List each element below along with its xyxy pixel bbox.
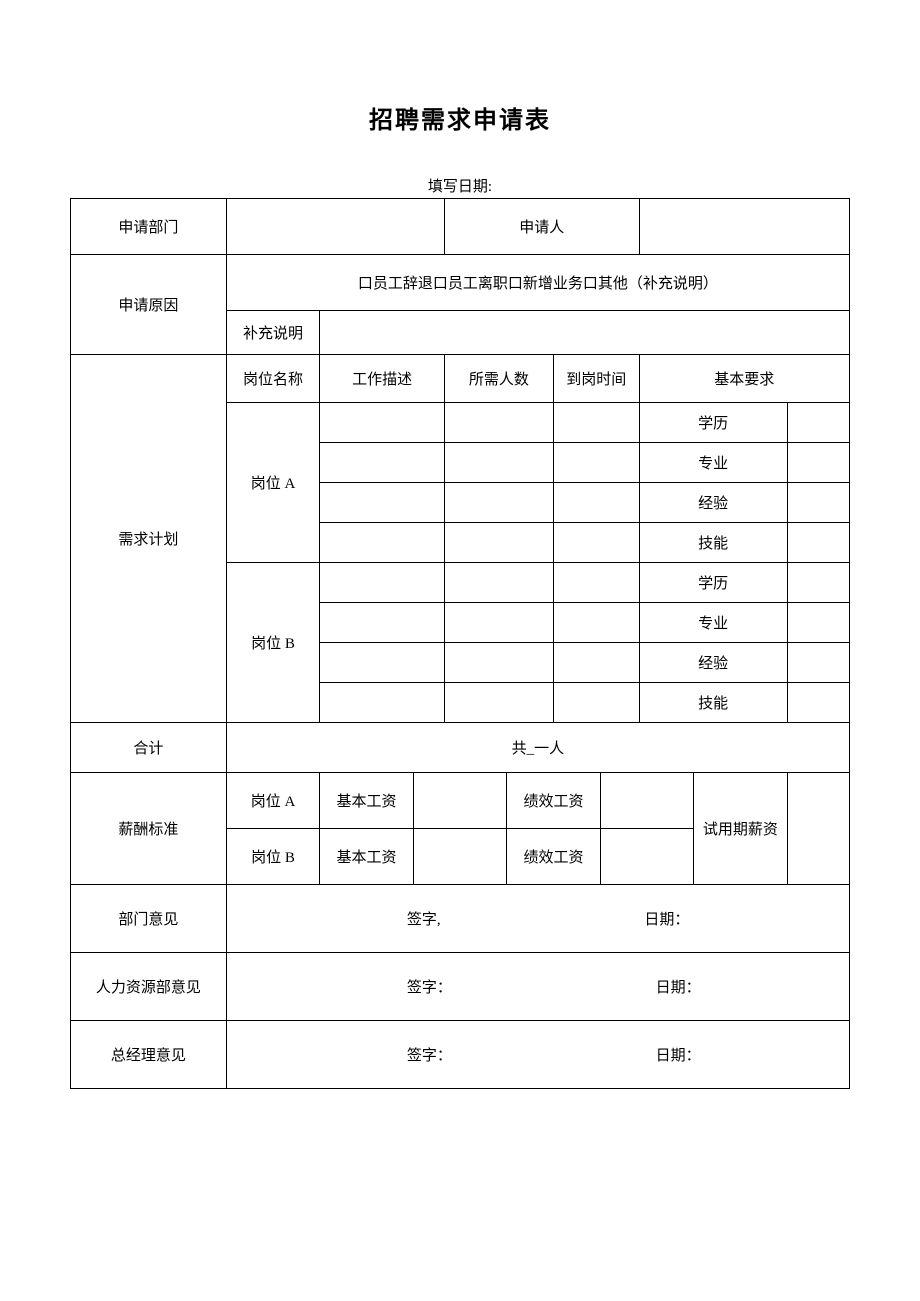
label-education-a: 学历 [639, 403, 787, 443]
cell-b-time-3 [553, 643, 639, 683]
cell-b-time-4 [553, 683, 639, 723]
value-perf-salary-a [600, 773, 693, 829]
cell-b-count-4 [444, 683, 553, 723]
cell-b-time-2 [553, 603, 639, 643]
cell-a-time-1 [553, 403, 639, 443]
date-label-2: 日期： [656, 976, 701, 997]
cell-a-desc-2 [320, 443, 445, 483]
label-plan: 需求计划 [71, 355, 227, 723]
value-trial-salary [787, 773, 849, 885]
label-skill-a: 技能 [639, 523, 787, 563]
cell-a-time-3 [553, 483, 639, 523]
value-major-a [787, 443, 849, 483]
value-applicant [639, 199, 849, 255]
label-applicant: 申请人 [444, 199, 639, 255]
label-reason: 申请原因 [71, 255, 227, 355]
label-education-b: 学历 [639, 563, 787, 603]
label-base-salary-b: 基本工资 [320, 829, 413, 885]
value-perf-salary-b [600, 829, 693, 885]
label-salary-position-b: 岗位 B [226, 829, 319, 885]
sign-label-1: 签字, [407, 912, 441, 928]
sign-label-2: 签字： [407, 980, 452, 996]
label-experience-b: 经验 [639, 643, 787, 683]
cell-a-desc-4 [320, 523, 445, 563]
label-total: 合计 [71, 723, 227, 773]
value-dept-opinion: 签字, 日期： [226, 885, 849, 953]
value-base-salary-b [413, 829, 506, 885]
cell-a-desc-3 [320, 483, 445, 523]
cell-a-count-2 [444, 443, 553, 483]
label-major-a: 专业 [639, 443, 787, 483]
fill-date-label: 填写日期: [70, 175, 850, 196]
label-perf-salary-b: 绩效工资 [507, 829, 600, 885]
cell-a-count-1 [444, 403, 553, 443]
value-supplement [320, 311, 850, 355]
value-experience-a [787, 483, 849, 523]
cell-a-count-3 [444, 483, 553, 523]
value-department [226, 199, 444, 255]
cell-b-desc-2 [320, 603, 445, 643]
cell-b-desc-1 [320, 563, 445, 603]
label-salary-position-a: 岗位 A [226, 773, 319, 829]
label-trial-salary: 试用期薪资 [694, 773, 787, 885]
label-position-b: 岗位 B [226, 563, 319, 723]
label-job-desc: 工作描述 [320, 355, 445, 403]
date-label-3: 日期： [656, 1044, 701, 1065]
cell-b-count-2 [444, 603, 553, 643]
label-experience-a: 经验 [639, 483, 787, 523]
value-base-salary-a [413, 773, 506, 829]
label-position-name: 岗位名称 [226, 355, 319, 403]
label-hr-opinion: 人力资源部意见 [71, 953, 227, 1021]
form-title: 招聘需求申请表 [70, 100, 850, 135]
cell-a-count-4 [444, 523, 553, 563]
label-salary-standard: 薪酬标准 [71, 773, 227, 885]
value-skill-a [787, 523, 849, 563]
label-headcount: 所需人数 [444, 355, 553, 403]
cell-b-time-1 [553, 563, 639, 603]
sign-label-3: 签字： [407, 1048, 452, 1064]
cell-a-desc-1 [320, 403, 445, 443]
label-perf-salary-a: 绩效工资 [507, 773, 600, 829]
value-experience-b [787, 643, 849, 683]
label-position-a: 岗位 A [226, 403, 319, 563]
value-education-b [787, 563, 849, 603]
cell-b-count-3 [444, 643, 553, 683]
value-education-a [787, 403, 849, 443]
cell-a-time-2 [553, 443, 639, 483]
label-onboard: 到岗时间 [553, 355, 639, 403]
value-skill-b [787, 683, 849, 723]
label-supplement: 补充说明 [226, 311, 319, 355]
label-major-b: 专业 [639, 603, 787, 643]
value-total: 共_一人 [226, 723, 849, 773]
cell-b-desc-4 [320, 683, 445, 723]
cell-a-time-4 [553, 523, 639, 563]
value-hr-opinion: 签字： 日期： [226, 953, 849, 1021]
cell-b-desc-3 [320, 643, 445, 683]
value-gm-opinion: 签字： 日期： [226, 1021, 849, 1089]
label-basic-req: 基本要求 [639, 355, 849, 403]
recruitment-form-table: 申请部门 申请人 申请原因 口员工辞退口员工离职口新增业务口其他（补充说明） 补… [70, 198, 850, 1089]
date-label-1: 日期： [644, 908, 689, 929]
label-department: 申请部门 [71, 199, 227, 255]
label-dept-opinion: 部门意见 [71, 885, 227, 953]
value-major-b [787, 603, 849, 643]
cell-b-count-1 [444, 563, 553, 603]
reason-options: 口员工辞退口员工离职口新增业务口其他（补充说明） [226, 255, 849, 311]
label-skill-b: 技能 [639, 683, 787, 723]
label-base-salary-a: 基本工资 [320, 773, 413, 829]
label-gm-opinion: 总经理意见 [71, 1021, 227, 1089]
